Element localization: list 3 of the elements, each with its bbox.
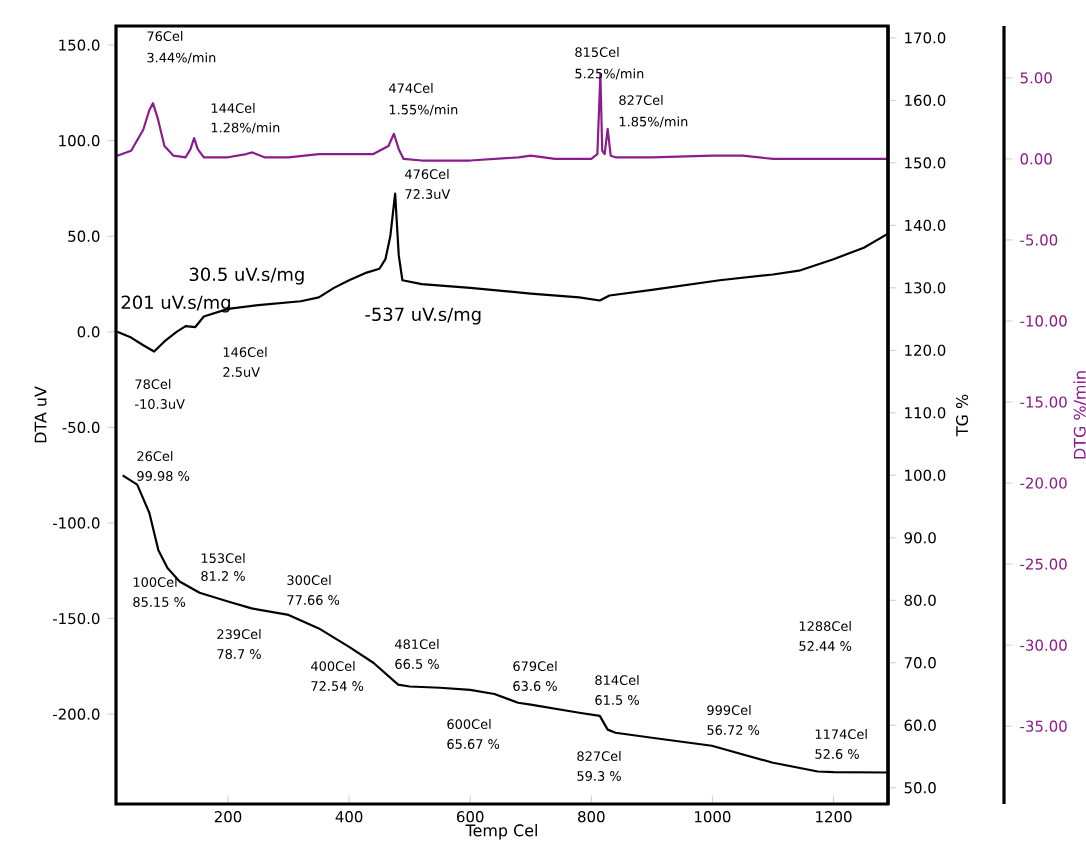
annotation: 201 uV.s/mg [121,295,230,313]
annotation: -537 uV.s/mg [365,307,481,325]
annotation: 30.5 uV.s/mg [189,267,304,285]
